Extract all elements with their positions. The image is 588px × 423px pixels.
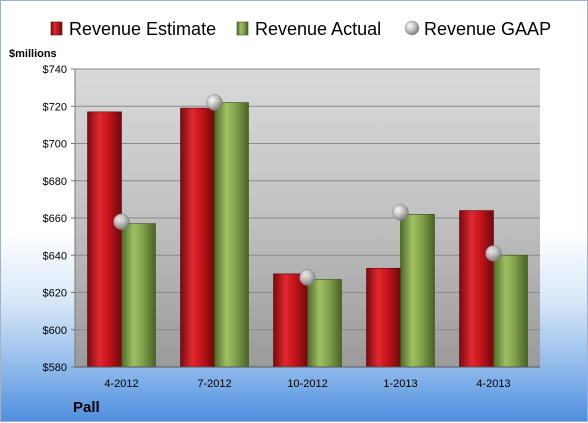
y-axis: $580 $600 $620 $640 $660 $680 $700 $720 $740: [43, 64, 75, 374]
y-tick-label: $620: [43, 288, 67, 300]
legend-item: Revenue GAAP: [404, 19, 551, 39]
legend-item: Revenue Estimate: [50, 19, 216, 39]
x-tick-label: 4-2012: [104, 378, 138, 390]
bar-revenue-actual: [400, 213, 435, 368]
bar-revenue-actual: [493, 254, 528, 368]
x-axis: 4-2012 7-2012 10-2012 1-2013 4-2013: [104, 378, 510, 390]
legend-swatch: [236, 21, 249, 36]
bar-revenue-estimate: [366, 267, 401, 368]
legend-item: Revenue Actual: [236, 19, 381, 39]
marker-revenue-gaap: [206, 94, 223, 111]
legend: Revenue Estimate Revenue Actual Revenue GA…: [50, 19, 551, 39]
marker-revenue-gaap: [392, 204, 409, 221]
x-tick-label: 4-2013: [476, 378, 510, 390]
bars: [87, 102, 528, 368]
y-tick-label: $640: [43, 250, 67, 262]
marker-revenue-gaap: [113, 213, 130, 230]
bar-revenue-estimate: [180, 107, 215, 368]
y-tick-label: $680: [43, 176, 67, 188]
bar-revenue-actual: [214, 102, 249, 368]
bar-revenue-actual: [121, 223, 156, 368]
company-label: Pall: [73, 399, 100, 416]
x-tick-label: 1-2013: [383, 378, 417, 390]
y-tick-label: $720: [43, 101, 67, 113]
legend-label: Revenue GAAP: [424, 19, 551, 39]
y-tick-label: $600: [43, 325, 67, 337]
y-axis-label: $millions: [9, 48, 57, 60]
y-tick-label: $700: [43, 139, 67, 151]
legend-label: Revenue Estimate: [69, 19, 216, 39]
bar-revenue-estimate: [459, 210, 494, 368]
bar-revenue-actual: [307, 279, 342, 368]
y-tick-label: $660: [43, 213, 67, 225]
marker-revenue-gaap: [299, 269, 316, 286]
marker-revenue-gaap: [485, 245, 502, 262]
legend-swatch: [50, 21, 63, 36]
legend-swatch: [404, 20, 420, 36]
bar-revenue-estimate: [273, 273, 308, 368]
bar-revenue-estimate: [87, 111, 122, 368]
y-tick-label: $580: [43, 362, 67, 374]
gaap-markers: [113, 94, 502, 286]
legend-label: Revenue Actual: [255, 19, 381, 39]
x-tick-label: 10-2012: [287, 378, 327, 390]
y-tick-label: $740: [43, 64, 67, 76]
x-tick-label: 7-2012: [197, 378, 231, 390]
